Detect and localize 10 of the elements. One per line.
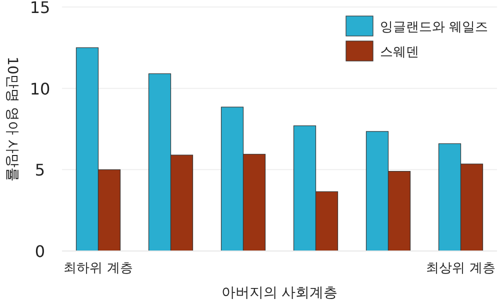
y-tick-label: 10 (30, 79, 50, 98)
y-tick-label: 15 (30, 0, 50, 17)
legend-label: 스웨덴 (380, 45, 419, 60)
y-tick-label: 5 (34, 160, 46, 180)
x-tick-label: 최상위 계층 (426, 261, 496, 276)
y-tick-label: 0 (34, 242, 46, 261)
x-tick-label: 최하위 계층 (64, 261, 133, 276)
y-axis-title: 10만명 영아 사망률 (4, 56, 20, 182)
legend-label: 잉글랜드와 웨일즈 (380, 20, 488, 35)
x-axis-title: 아버지의 사회계층 (221, 285, 338, 301)
